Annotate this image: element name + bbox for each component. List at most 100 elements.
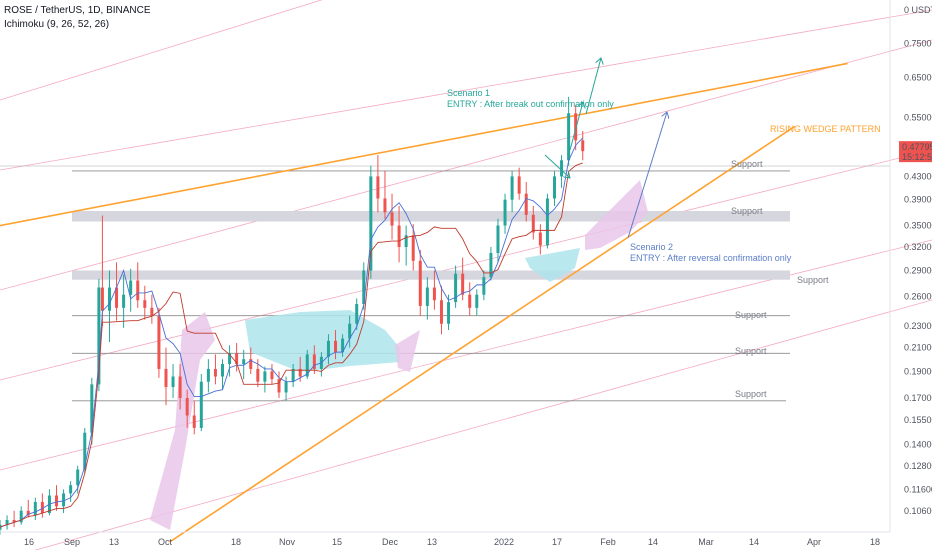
indicator-legend[interactable]: Ichimoku (9, 26, 52, 26) [4, 19, 110, 30]
time-tick-label: Sep [64, 537, 80, 547]
candle-down [150, 307, 154, 316]
candle-up [545, 198, 549, 246]
candle-up [69, 485, 73, 494]
kumo-bearish [395, 330, 420, 372]
scenario2-text: ENTRY : After reversal confirmation only [630, 253, 792, 263]
candle-down [115, 287, 119, 308]
candle-up [284, 381, 288, 393]
last-price-tag [899, 141, 932, 163]
candle-down [298, 368, 302, 377]
time-tick-label: 18 [231, 537, 241, 547]
candle-up [291, 368, 295, 382]
candle-up [76, 469, 80, 486]
channel-line [0, 9, 932, 171]
kijun-sen-line [0, 162, 583, 528]
candle-up [206, 368, 210, 382]
candle-up [107, 287, 111, 311]
candle-down [390, 212, 394, 226]
candle-down [376, 176, 380, 199]
scenario1-target-arrow [585, 58, 601, 115]
scenario2-title: Scenario 2 [630, 242, 673, 252]
candle-down [178, 376, 182, 399]
candle-down [432, 287, 436, 301]
wedge-upper-line [0, 62, 848, 227]
candle-up [482, 277, 486, 295]
candle-down [26, 510, 30, 516]
candle-up [62, 493, 66, 507]
candle-up [305, 354, 309, 377]
candle-down [256, 368, 260, 382]
channel-line [0, 39, 932, 291]
candle-down [411, 235, 415, 261]
candle-up [454, 273, 458, 303]
candle-up [447, 302, 451, 324]
candle-up [33, 501, 37, 516]
time-tick-label: 17 [552, 537, 562, 547]
candle-down [524, 193, 528, 215]
candle-down [574, 113, 578, 141]
candle-up [560, 160, 564, 177]
time-tick-label: 14 [648, 537, 658, 547]
candle-up [97, 287, 101, 385]
ichimoku-lines [0, 137, 584, 528]
scenario2-arrow [627, 112, 667, 239]
time-tick-label: Apr [807, 537, 821, 547]
symbol-title[interactable]: ROSE / TetherUS, 1D, BINANCE [4, 5, 151, 16]
candlesticks [0, 96, 585, 535]
channel-line [0, 149, 932, 381]
channel-line [34, 299, 932, 550]
candle-up [242, 359, 246, 365]
candle-up [475, 294, 479, 308]
candle-up [19, 510, 23, 523]
time-tick-label: 15 [332, 537, 342, 547]
candle-down [185, 398, 189, 416]
scenario1-title: Scenario 1 [447, 88, 490, 98]
candle-up [496, 225, 500, 253]
time-tick-label: Dec [382, 537, 399, 547]
candle-down [439, 300, 443, 324]
candle-up [503, 199, 507, 226]
scenario1-breakout-arrow [569, 102, 583, 151]
time-tick-label: 18 [870, 537, 880, 547]
candle-up [83, 432, 87, 470]
candle-down [164, 368, 168, 388]
time-tick-label: 2022 [494, 537, 514, 547]
candle-down [55, 495, 59, 507]
candle-down [461, 273, 465, 295]
support-label: Support [735, 346, 767, 356]
price-axis-unit: 0 USDT [904, 5, 932, 15]
candle-down [418, 260, 422, 306]
candle-up [355, 304, 359, 324]
wedge-lower-line [169, 125, 796, 543]
candle-down [277, 379, 281, 393]
candle-up [122, 294, 126, 308]
candle-down [312, 354, 316, 369]
last-price-label: 0.47795 [902, 142, 932, 152]
candle-down [538, 232, 542, 246]
candle-up [129, 280, 133, 295]
time-tick-label: 13 [427, 537, 437, 547]
time-tick-label: Oct [158, 537, 173, 547]
candle-down [397, 225, 401, 247]
time-tick-label: Mar [698, 537, 714, 547]
candle-up [263, 371, 267, 382]
candle-down [100, 287, 104, 311]
candle-up [348, 323, 352, 339]
countdown-label: 15:12:56 [902, 152, 932, 162]
candle-up [5, 519, 9, 525]
candle-up [221, 364, 224, 377]
support-label: Support [797, 275, 829, 285]
kumo-bullish [245, 310, 400, 372]
candle-up [552, 176, 556, 199]
